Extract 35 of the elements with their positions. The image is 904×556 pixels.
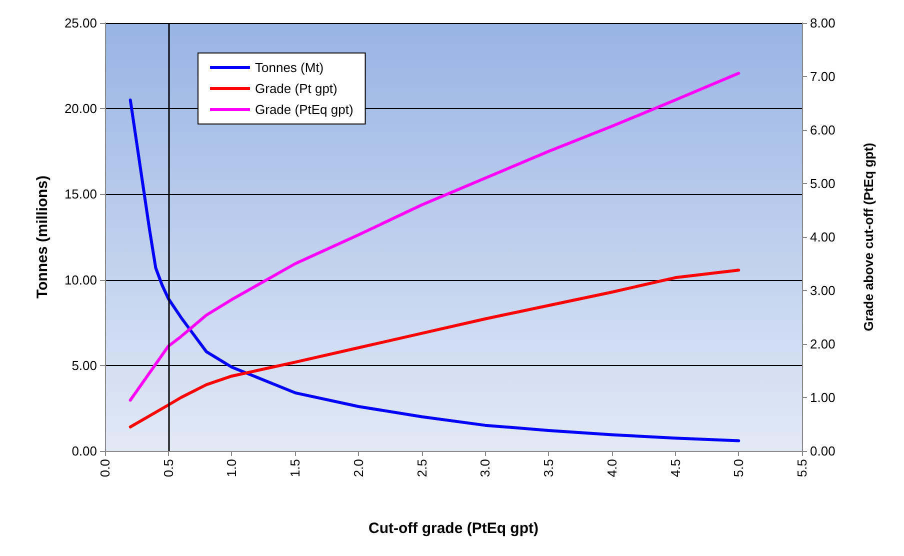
x-tick-label: 5.5	[794, 459, 810, 478]
x-tick-label: 0.5	[160, 459, 176, 478]
x-tick-label: 2.0	[350, 459, 366, 478]
y2-tick-label: 0.00	[810, 444, 836, 458]
x-tick-label: 3.5	[541, 459, 556, 478]
y2-tick-label: 5.00	[810, 176, 836, 191]
y-tick-label: 10.00	[64, 272, 97, 288]
y2-tick-label: 3.00	[810, 283, 836, 298]
y-tick-label: 20.00	[64, 101, 97, 116]
y2-tick-label: 1.00	[810, 390, 836, 405]
x-tick-label: 1.5	[288, 459, 303, 478]
x-tick-label: 5.0	[731, 459, 746, 478]
y2-tick-label: 4.00	[810, 230, 836, 244]
y-tick-label: 5.00	[72, 358, 97, 373]
x-tick-label: 4.5	[668, 459, 683, 478]
x-tick-label: 2.5	[414, 459, 430, 478]
y2-axis-title: Grade above cut-off (PtEq gpt)	[861, 142, 876, 332]
y-tick-label: 0.00	[72, 444, 97, 458]
y2-tick-label: 2.00	[810, 336, 836, 352]
x-tick-label: 3.0	[478, 459, 493, 478]
y2-tick-label: 8.00	[810, 16, 836, 30]
y2-tick-label: 6.00	[810, 122, 836, 138]
y-axis-title: Tonnes (millions)	[34, 175, 51, 299]
y-tick-label: 25.00	[64, 16, 97, 30]
line-series	[128, 98, 740, 442]
x-axis-title: Cut-off grade (PtEq gpt)	[368, 520, 538, 537]
line-series	[128, 268, 740, 428]
y-tick-label: 15.00	[64, 186, 97, 202]
legend-label: Grade (Pt gpt)	[255, 81, 338, 96]
y2-tick-label: 7.00	[810, 69, 836, 84]
legend-label: Tonnes (Mt)	[255, 60, 324, 75]
legend-label: Grade (PtEq gpt)	[255, 102, 354, 117]
x-tick-label: 4.0	[604, 459, 620, 478]
x-tick-label: 0.0	[98, 459, 112, 478]
x-tick-label: 1.0	[224, 459, 240, 478]
